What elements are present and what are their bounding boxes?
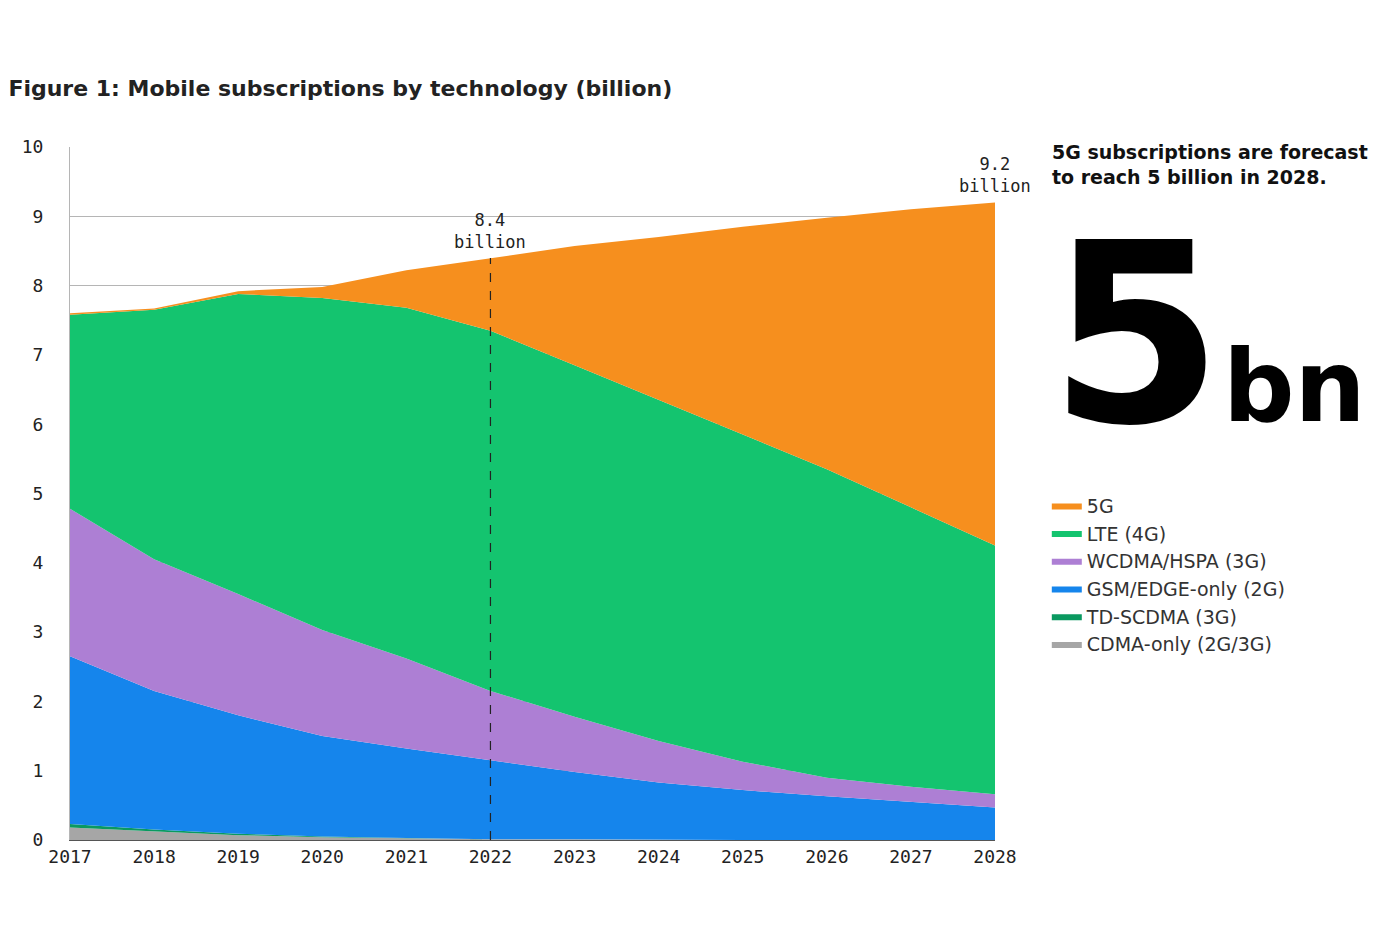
svg-text:2022: 2022: [469, 846, 512, 867]
svg-text:0: 0: [33, 829, 44, 850]
svg-text:LTE (4G): LTE (4G): [1087, 523, 1166, 545]
svg-text:2024: 2024: [637, 846, 680, 867]
svg-text:6: 6: [33, 414, 44, 435]
svg-text:8: 8: [33, 275, 44, 296]
svg-text:WCDMA/HSPA (3G): WCDMA/HSPA (3G): [1087, 550, 1267, 572]
svg-text:2021: 2021: [385, 846, 428, 867]
svg-text:5bn: 5bn: [1049, 189, 1366, 480]
svg-text:2023: 2023: [553, 846, 596, 867]
svg-text:2027: 2027: [889, 846, 932, 867]
svg-text:TD-SCDMA (3G): TD-SCDMA (3G): [1086, 606, 1237, 628]
svg-text:2: 2: [33, 691, 44, 712]
svg-text:9.2billion: 9.2billion: [959, 154, 1031, 196]
svg-text:5: 5: [33, 483, 44, 504]
svg-text:2025: 2025: [721, 846, 764, 867]
svg-text:2026: 2026: [805, 846, 848, 867]
svg-text:Figure 1: Mobile subscriptions: Figure 1: Mobile subscriptions by techno…: [8, 76, 672, 101]
svg-text:5G subscriptions are forecastt: 5G subscriptions are forecastto reach 5 …: [1052, 141, 1368, 188]
svg-text:3: 3: [33, 621, 44, 642]
svg-text:2017: 2017: [48, 846, 91, 867]
svg-text:1: 1: [33, 760, 44, 781]
svg-text:7: 7: [33, 344, 44, 365]
svg-text:4: 4: [33, 552, 44, 573]
svg-text:2028: 2028: [973, 846, 1016, 867]
svg-text:8.4billion: 8.4billion: [454, 210, 526, 252]
svg-text:2018: 2018: [132, 846, 175, 867]
svg-text:GSM/EDGE-only (2G): GSM/EDGE-only (2G): [1087, 578, 1285, 600]
svg-text:2019: 2019: [217, 846, 260, 867]
svg-text:9: 9: [33, 206, 44, 227]
svg-text:CDMA-only (2G/3G): CDMA-only (2G/3G): [1087, 633, 1272, 655]
svg-text:5G: 5G: [1087, 495, 1114, 517]
svg-text:2020: 2020: [301, 846, 344, 867]
svg-text:10: 10: [22, 136, 44, 157]
